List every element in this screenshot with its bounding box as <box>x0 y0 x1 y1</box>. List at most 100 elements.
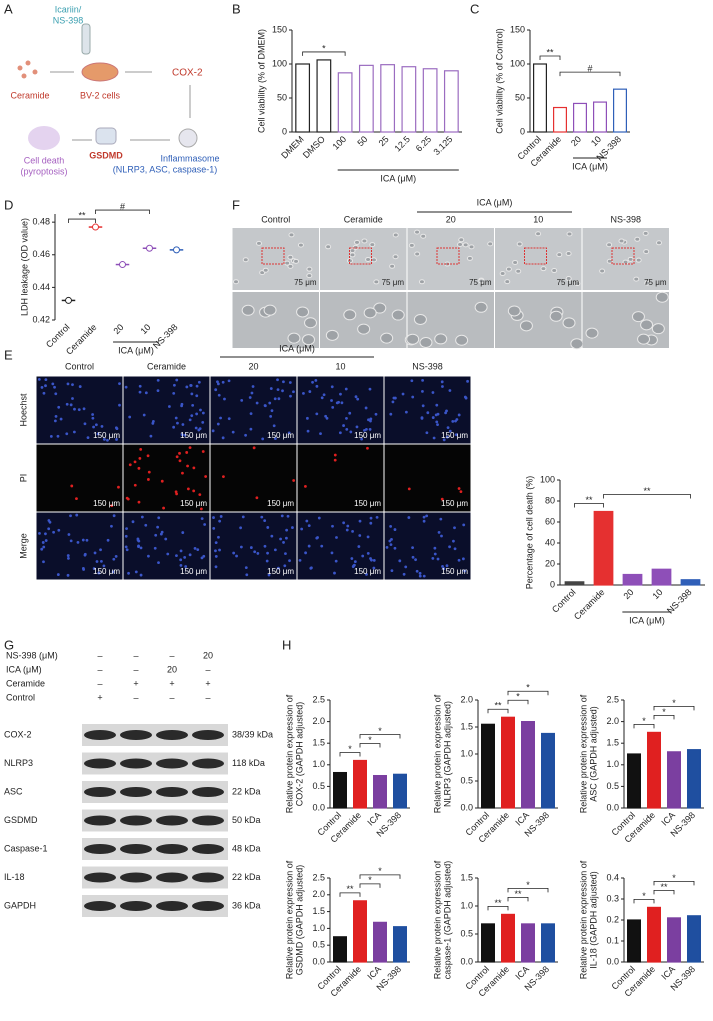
bar <box>373 774 388 809</box>
nucleus <box>420 416 424 420</box>
nucleus <box>244 433 247 437</box>
nucleus <box>270 409 274 413</box>
nucleus <box>42 545 46 549</box>
nucleus <box>431 556 435 560</box>
significance-bracket <box>302 51 346 56</box>
nucleus <box>93 551 97 555</box>
y-tick-label: 0.44 <box>32 282 50 292</box>
nucleus <box>196 548 200 552</box>
nucleus <box>285 528 289 532</box>
cell <box>618 238 625 244</box>
cell <box>370 257 377 263</box>
bar <box>443 70 459 133</box>
nucleus <box>453 547 457 551</box>
significance-bracket <box>487 906 509 911</box>
bar <box>572 102 587 133</box>
bar <box>501 716 516 809</box>
nucleus <box>103 438 106 441</box>
cell <box>478 278 485 284</box>
nucleus <box>222 475 225 479</box>
y-tick-label: 1.5 <box>312 906 325 916</box>
column-label: 20 <box>446 214 456 224</box>
cell <box>287 332 301 344</box>
y-tick-label: 0 <box>550 579 555 589</box>
cell <box>284 260 291 266</box>
protein-label: GSDMD <box>4 815 38 825</box>
cell <box>633 276 640 282</box>
bar <box>666 751 681 809</box>
bar <box>520 923 535 963</box>
nucleus <box>216 422 220 426</box>
x-tick-label: 25 <box>377 134 391 148</box>
nucleus <box>333 458 337 462</box>
cell <box>302 334 316 346</box>
nucleus <box>288 381 292 384</box>
cell <box>304 317 318 329</box>
band <box>156 901 188 911</box>
nucleus <box>308 390 312 393</box>
y-tick-label: 100 <box>272 58 287 68</box>
nucleus <box>91 416 95 420</box>
nucleus <box>138 390 142 394</box>
nucleus <box>270 534 274 538</box>
nucleus <box>47 527 51 531</box>
nucleus <box>180 402 184 406</box>
nucleus <box>358 534 362 537</box>
nucleus <box>355 425 359 429</box>
nucleus <box>203 523 207 526</box>
scale-label: 150 μm <box>180 567 207 576</box>
cell <box>505 266 512 272</box>
significance-bracket <box>574 503 604 508</box>
band <box>84 787 116 797</box>
nucleus <box>366 446 369 450</box>
band <box>120 787 152 797</box>
nucleus <box>38 531 41 535</box>
bar <box>646 906 661 963</box>
nucleus <box>414 558 417 562</box>
significance-bracket <box>507 690 549 696</box>
cell <box>622 259 629 265</box>
nucleus <box>363 428 366 432</box>
nucleus <box>361 554 365 558</box>
nucleus <box>168 405 171 408</box>
nucleus <box>372 566 376 570</box>
nucleus <box>67 556 70 560</box>
x-tick-label: 12.5 <box>393 134 412 153</box>
cell <box>634 236 641 242</box>
y-tick-label: 100 <box>540 474 555 484</box>
scale-label: 150 μm <box>354 431 381 440</box>
significance-bracket <box>339 892 361 897</box>
nucleus <box>214 541 218 545</box>
condition-mark: – <box>205 664 210 674</box>
nucleus <box>250 391 254 395</box>
nucleus <box>160 530 164 534</box>
bar <box>333 771 348 809</box>
bar <box>680 579 701 586</box>
label: Icariin/ <box>55 4 82 14</box>
cell <box>297 242 304 248</box>
significance-label: * <box>526 683 530 693</box>
nucleus <box>100 424 104 428</box>
nucleus <box>183 433 187 437</box>
nucleus <box>235 554 238 558</box>
x-tick-label: 20 <box>569 134 583 148</box>
bar <box>564 581 585 586</box>
scale-label: 150 μm <box>267 499 294 508</box>
y-tick-label: 0.0 <box>606 802 619 812</box>
cell <box>306 266 313 272</box>
nucleus <box>192 466 196 470</box>
nucleus <box>180 433 184 437</box>
nucleus <box>146 454 150 458</box>
band <box>120 872 152 883</box>
nucleus <box>96 432 100 436</box>
nucleus <box>53 419 57 423</box>
nucleus <box>202 554 206 558</box>
significance-label: * <box>642 716 646 726</box>
nucleus <box>453 526 456 530</box>
cell <box>306 273 313 279</box>
nucleus <box>54 392 58 396</box>
nucleus <box>333 571 336 575</box>
nucleus <box>192 489 196 493</box>
nucleus <box>99 548 102 552</box>
nucleus <box>186 464 189 468</box>
